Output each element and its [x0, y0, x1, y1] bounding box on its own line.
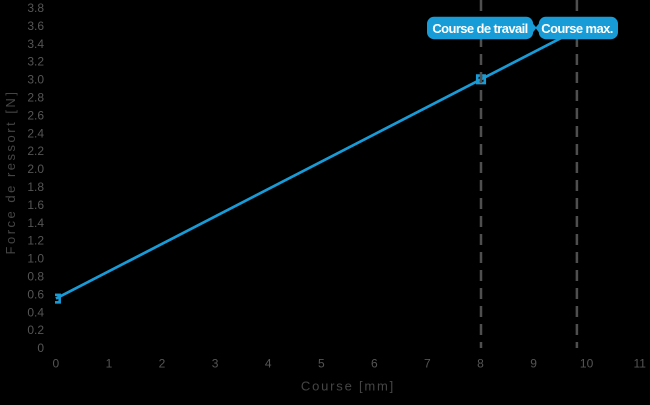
svg-text:8: 8	[477, 357, 484, 371]
svg-text:5: 5	[318, 357, 325, 371]
svg-text:3.0: 3.0	[27, 73, 44, 87]
svg-text:2.0: 2.0	[27, 162, 44, 176]
svg-text:6: 6	[371, 357, 378, 371]
svg-text:2: 2	[159, 357, 166, 371]
svg-text:Force de ressort [N]: Force de ressort [N]	[3, 90, 18, 255]
svg-text:2.4: 2.4	[27, 126, 44, 140]
svg-text:3.2: 3.2	[27, 55, 44, 69]
svg-text:0: 0	[53, 357, 60, 371]
svg-text:2.2: 2.2	[27, 144, 44, 158]
svg-text:1.6: 1.6	[27, 198, 44, 212]
svg-text:1: 1	[106, 357, 113, 371]
svg-text:3: 3	[212, 357, 219, 371]
svg-text:2.6: 2.6	[27, 108, 44, 122]
svg-text:1.0: 1.0	[27, 252, 44, 266]
svg-text:Course [mm]: Course [mm]	[301, 379, 395, 394]
svg-text:3.4: 3.4	[27, 37, 44, 51]
svg-text:7: 7	[424, 357, 431, 371]
svg-text:2.8: 2.8	[27, 91, 44, 105]
svg-text:3.6: 3.6	[27, 19, 44, 33]
svg-text:10: 10	[580, 357, 594, 371]
svg-text:1.2: 1.2	[27, 234, 44, 248]
svg-text:Course de travail: Course de travail	[432, 21, 527, 36]
svg-text:9: 9	[530, 357, 537, 371]
svg-text:Course max.: Course max.	[541, 21, 612, 36]
svg-text:11: 11	[633, 357, 646, 371]
svg-text:3.8: 3.8	[27, 1, 44, 15]
svg-text:4: 4	[265, 357, 272, 371]
svg-text:0.2: 0.2	[27, 323, 44, 337]
svg-text:0: 0	[37, 341, 44, 355]
svg-text:0.6: 0.6	[27, 287, 44, 301]
svg-text:1.8: 1.8	[27, 180, 44, 194]
svg-text:0.8: 0.8	[27, 270, 44, 284]
svg-text:0.4: 0.4	[27, 305, 44, 319]
svg-text:1.4: 1.4	[27, 216, 44, 230]
